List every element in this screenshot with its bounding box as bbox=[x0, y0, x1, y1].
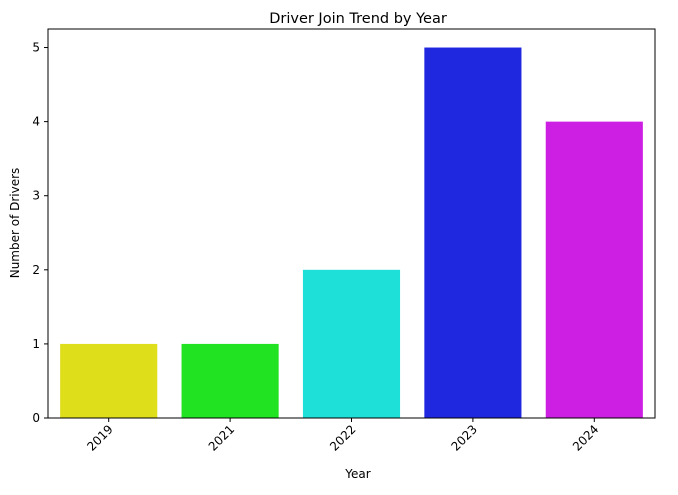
chart-title: Driver Join Trend by Year bbox=[269, 11, 447, 27]
x-axis-label: Year bbox=[344, 467, 370, 481]
y-axis: 0 1 2 3 4 5 bbox=[32, 41, 48, 425]
y-tick-label: 3 bbox=[32, 189, 40, 203]
x-tick-label: 2022 bbox=[327, 422, 358, 453]
bar-2022 bbox=[302, 269, 401, 418]
bar-2021 bbox=[181, 343, 279, 418]
x-tick-label: 2024 bbox=[570, 422, 601, 453]
y-tick-label: 1 bbox=[32, 337, 40, 351]
bar-2023 bbox=[424, 47, 522, 419]
y-tick-label: 4 bbox=[32, 115, 40, 129]
bars-layer bbox=[60, 47, 643, 419]
bar-2019 bbox=[60, 343, 158, 418]
x-tick-label: 2019 bbox=[84, 422, 115, 453]
x-tick-label: 2021 bbox=[206, 422, 237, 453]
y-tick-label: 2 bbox=[32, 263, 40, 277]
bar-2024 bbox=[545, 121, 643, 418]
y-tick-label: 5 bbox=[32, 41, 40, 55]
y-axis-label: Number of Drivers bbox=[8, 168, 22, 279]
x-axis: 2019 2021 2022 2023 2024 bbox=[84, 418, 601, 454]
y-tick-label: 0 bbox=[32, 411, 40, 425]
x-tick-label: 2023 bbox=[449, 422, 480, 453]
plot-frame bbox=[47, 28, 656, 419]
